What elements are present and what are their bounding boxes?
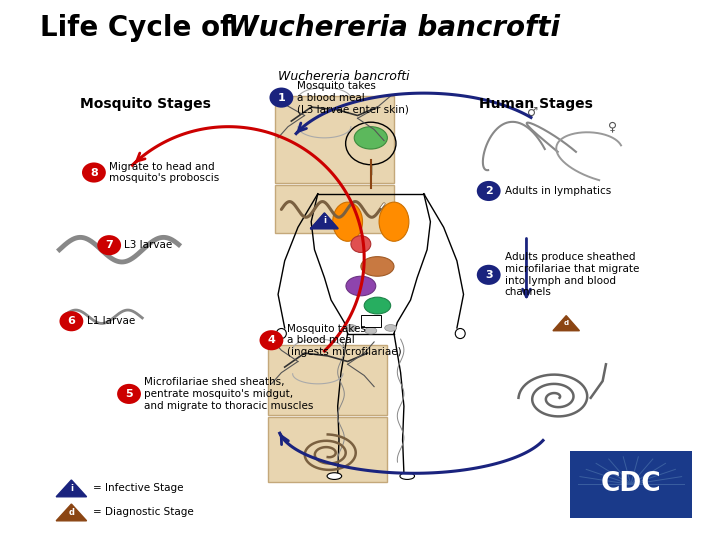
Text: 4: 4 bbox=[268, 335, 275, 345]
Ellipse shape bbox=[400, 472, 415, 480]
Ellipse shape bbox=[346, 276, 376, 296]
Text: i: i bbox=[70, 484, 73, 494]
Bar bbox=[361, 314, 381, 327]
FancyBboxPatch shape bbox=[275, 185, 394, 233]
Text: = Infective Stage: = Infective Stage bbox=[93, 483, 183, 494]
Ellipse shape bbox=[276, 328, 287, 339]
Text: Human Stages: Human Stages bbox=[480, 97, 593, 111]
Text: Wuchereria bancrofti: Wuchereria bancrofti bbox=[279, 70, 410, 83]
Text: Mosquito Stages: Mosquito Stages bbox=[80, 97, 211, 111]
Text: ♀: ♀ bbox=[608, 120, 617, 133]
Polygon shape bbox=[553, 316, 580, 330]
Text: d: d bbox=[68, 509, 74, 517]
Ellipse shape bbox=[354, 127, 387, 149]
Circle shape bbox=[259, 330, 284, 350]
Ellipse shape bbox=[365, 327, 377, 334]
Text: L3 larvae: L3 larvae bbox=[125, 240, 173, 250]
Text: Mosquito takes
a blood meal
(L3 larvae enter skin): Mosquito takes a blood meal (L3 larvae e… bbox=[297, 81, 408, 114]
FancyBboxPatch shape bbox=[570, 451, 692, 518]
Text: 6: 6 bbox=[68, 316, 76, 326]
Text: Life Cycle of: Life Cycle of bbox=[40, 14, 241, 42]
Text: i: i bbox=[323, 216, 326, 225]
Polygon shape bbox=[56, 504, 86, 521]
Ellipse shape bbox=[345, 325, 357, 332]
Polygon shape bbox=[56, 480, 86, 497]
Text: Adults produce sheathed
microfilariae that migrate
into lymph and blood
channels: Adults produce sheathed microfilariae th… bbox=[505, 252, 639, 297]
Text: 3: 3 bbox=[485, 270, 492, 280]
Text: Microfilariae shed sheaths,
pentrate mosquito's midgut,
and migrate to thoracic : Microfilariae shed sheaths, pentrate mos… bbox=[144, 377, 314, 410]
Ellipse shape bbox=[364, 297, 391, 314]
Polygon shape bbox=[311, 213, 338, 228]
Text: 1: 1 bbox=[277, 92, 285, 103]
Text: Adults in lymphatics: Adults in lymphatics bbox=[505, 186, 611, 196]
Circle shape bbox=[82, 163, 106, 183]
FancyBboxPatch shape bbox=[268, 417, 387, 482]
Text: 5: 5 bbox=[125, 389, 132, 399]
Circle shape bbox=[477, 265, 500, 285]
Ellipse shape bbox=[327, 472, 342, 480]
FancyBboxPatch shape bbox=[268, 345, 387, 415]
Text: CDC: CDC bbox=[600, 471, 661, 497]
Ellipse shape bbox=[384, 325, 397, 332]
Text: Mosquito takes
a blood meal
(ingests microfilariae): Mosquito takes a blood meal (ingests mic… bbox=[287, 323, 401, 357]
Text: L1 larvae: L1 larvae bbox=[87, 316, 135, 326]
Text: = Diagnostic Stage: = Diagnostic Stage bbox=[93, 508, 194, 517]
Text: Wuchereria bancrofti: Wuchereria bancrofti bbox=[228, 14, 560, 42]
Ellipse shape bbox=[361, 256, 394, 276]
Circle shape bbox=[117, 384, 141, 404]
Ellipse shape bbox=[333, 202, 363, 241]
Circle shape bbox=[60, 311, 84, 332]
Circle shape bbox=[269, 87, 293, 107]
Text: 2: 2 bbox=[485, 186, 492, 196]
Text: d: d bbox=[564, 320, 569, 327]
FancyBboxPatch shape bbox=[275, 96, 394, 183]
Text: 7: 7 bbox=[105, 240, 113, 250]
Text: ♂: ♂ bbox=[528, 106, 539, 119]
Ellipse shape bbox=[351, 235, 371, 253]
Text: 8: 8 bbox=[90, 167, 98, 178]
Ellipse shape bbox=[379, 202, 409, 241]
Circle shape bbox=[97, 235, 121, 255]
Ellipse shape bbox=[455, 328, 465, 339]
Circle shape bbox=[477, 181, 500, 201]
Text: Migrate to head and
mosquito's proboscis: Migrate to head and mosquito's proboscis bbox=[109, 161, 220, 183]
